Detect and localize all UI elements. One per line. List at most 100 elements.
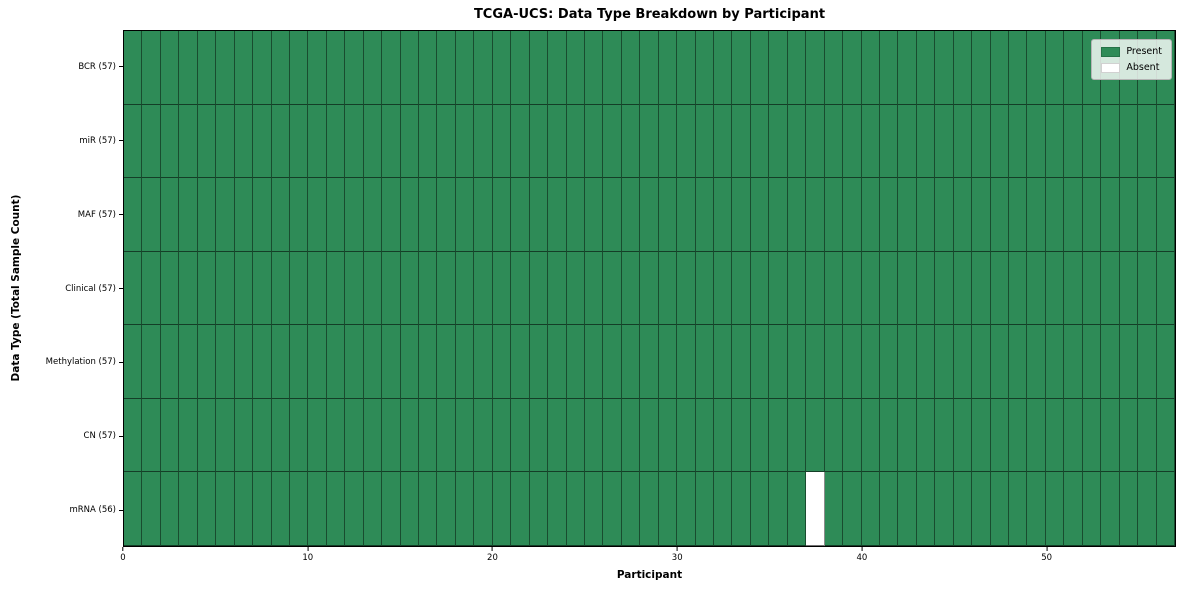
heatmap-cell-Clinical-9 (289, 251, 309, 326)
heatmap-cell-miR-22 (529, 104, 549, 179)
heatmap-cell-MAF-50 (1045, 178, 1065, 252)
heatmap-cell-mRNA-47 (990, 472, 1010, 546)
heatmap-cell-miR-13 (363, 104, 383, 179)
heatmap-cell-MAF-36 (787, 178, 807, 252)
x-tick-0: 0 (120, 547, 126, 563)
heatmap-cell-Methylation-8 (271, 325, 290, 399)
heatmap-cell-mRNA-52 (1082, 472, 1102, 546)
heatmap-cell-CN-46 (972, 398, 991, 473)
heatmap-cell-MAF-34 (750, 178, 770, 252)
legend-item-present: Present (1101, 46, 1162, 57)
heatmap-cell-miR-49 (1027, 104, 1046, 179)
heatmap-cell-miR-12 (345, 104, 364, 179)
heatmap-cell-Methylation-18 (455, 325, 475, 399)
heatmap-cell-mRNA-53 (1101, 472, 1120, 546)
heatmap-cell-Methylation-23 (548, 325, 567, 399)
heatmap-cell-BCR-7 (253, 31, 272, 105)
heatmap-cell-MAF-39 (843, 178, 862, 252)
heatmap-cell-mRNA-3 (179, 472, 198, 546)
heatmap-cell-CN-36 (787, 398, 807, 473)
heatmap-cell-Methylation-54 (1119, 325, 1139, 399)
y-tick-BCR: BCR (57) (78, 62, 123, 72)
heatmap-cell-MAF-47 (990, 178, 1010, 252)
heatmap-cell-CN-45 (953, 398, 973, 473)
heatmap-cell-BCR-38 (824, 31, 844, 105)
heatmap-cell-Clinical-41 (879, 251, 899, 326)
heatmap-cell-mRNA-18 (455, 472, 475, 546)
heatmap-cell-CN-29 (658, 398, 678, 473)
heatmap-cell-BCR-23 (548, 31, 567, 105)
heatmap-cell-MAF-3 (179, 178, 198, 252)
heatmap-cell-MAF-18 (455, 178, 475, 252)
heatmap-cell-CN-38 (824, 398, 844, 473)
heatmap-cell-Methylation-29 (658, 325, 678, 399)
heatmap-cell-Methylation-5 (216, 325, 235, 399)
heatmap-cell-MAF-20 (492, 178, 512, 252)
heatmap-cell-CN-22 (529, 398, 549, 473)
heatmap-cell-CN-32 (714, 398, 733, 473)
heatmap-cell-Clinical-47 (990, 251, 1010, 326)
heatmap-cell-BCR-15 (400, 31, 420, 105)
heatmap-cell-Methylation-33 (732, 325, 751, 399)
heatmap-cell-mRNA-28 (640, 472, 659, 546)
y-tick-mark (119, 288, 123, 289)
heatmap-cell-miR-45 (953, 104, 973, 179)
heatmap-cell-Methylation-51 (1064, 325, 1083, 399)
heatmap-cell-Methylation-35 (769, 325, 788, 399)
heatmap-cell-Methylation-10 (308, 325, 327, 399)
heatmap-cell-BCR-21 (511, 31, 530, 105)
heatmap-cell-Methylation-16 (419, 325, 438, 399)
heatmap-cell-miR-52 (1082, 104, 1102, 179)
heatmap-cell-MAF-52 (1082, 178, 1102, 252)
heatmap-cell-BCR-11 (326, 31, 346, 105)
y-tick-mark (119, 509, 123, 511)
heatmap-cell-mRNA-44 (935, 472, 954, 546)
heatmap-cell-miR-36 (787, 104, 807, 179)
heatmap-cell-Clinical-38 (824, 251, 844, 326)
heatmap-cell-Clinical-4 (197, 251, 217, 326)
heatmap-cell-CN-53 (1101, 398, 1120, 473)
heatmap-cell-mRNA-22 (529, 472, 549, 546)
heatmap-cell-MAF-30 (677, 178, 696, 252)
heatmap-cell-mRNA-43 (916, 472, 936, 546)
heatmap-cell-MAF-27 (621, 178, 641, 252)
heatmap-cell-MAF-44 (935, 178, 954, 252)
x-tick-label: 20 (487, 553, 498, 563)
heatmap-cell-miR-23 (548, 104, 567, 179)
legend-item-absent: Absent (1101, 62, 1162, 73)
heatmap-cell-MAF-21 (511, 178, 530, 252)
heatmap-cell-MAF-43 (916, 178, 936, 252)
heatmap-cell-CN-43 (916, 398, 936, 473)
heatmap-cell-CN-49 (1027, 398, 1046, 473)
heatmap-cell-CN-56 (1156, 398, 1175, 473)
x-axis-label: Participant (616, 569, 683, 581)
heatmap-cell-BCR-18 (455, 31, 475, 105)
heatmap-cell-mRNA-14 (382, 472, 401, 546)
heatmap-cell-mRNA-2 (160, 472, 180, 546)
heatmap-cell-Clinical-5 (216, 251, 235, 326)
heatmap-cell-miR-29 (658, 104, 678, 179)
heatmap-cell-Clinical-6 (234, 251, 254, 326)
heatmap-cell-MAF-45 (953, 178, 973, 252)
heatmap-cell-CN-16 (419, 398, 438, 473)
heatmap-cell-Methylation-47 (990, 325, 1010, 399)
heatmap-cell-miR-7 (253, 104, 272, 179)
heatmap-cell-Methylation-0 (124, 325, 143, 399)
heatmap-cell-Methylation-22 (529, 325, 549, 399)
heatmap-cell-miR-17 (437, 104, 456, 179)
heatmap-cell-MAF-8 (271, 178, 290, 252)
heatmap-cell-miR-2 (160, 104, 180, 179)
heatmap-cell-Clinical-43 (916, 251, 936, 326)
heatmap-cell-mRNA-49 (1027, 472, 1046, 546)
heatmap-cell-miR-33 (732, 104, 751, 179)
heatmap-cell-miR-18 (455, 104, 475, 179)
heatmap-cell-BCR-3 (179, 31, 198, 105)
heatmap-cell-MAF-11 (326, 178, 346, 252)
heatmap-cell-MAF-15 (400, 178, 420, 252)
heatmap-cell-Clinical-21 (511, 251, 530, 326)
heatmap-cell-BCR-8 (271, 31, 290, 105)
heatmap-cell-mRNA-41 (879, 472, 899, 546)
heatmap-cell-MAF-54 (1119, 178, 1139, 252)
heatmap-cell-Methylation-56 (1156, 325, 1175, 399)
